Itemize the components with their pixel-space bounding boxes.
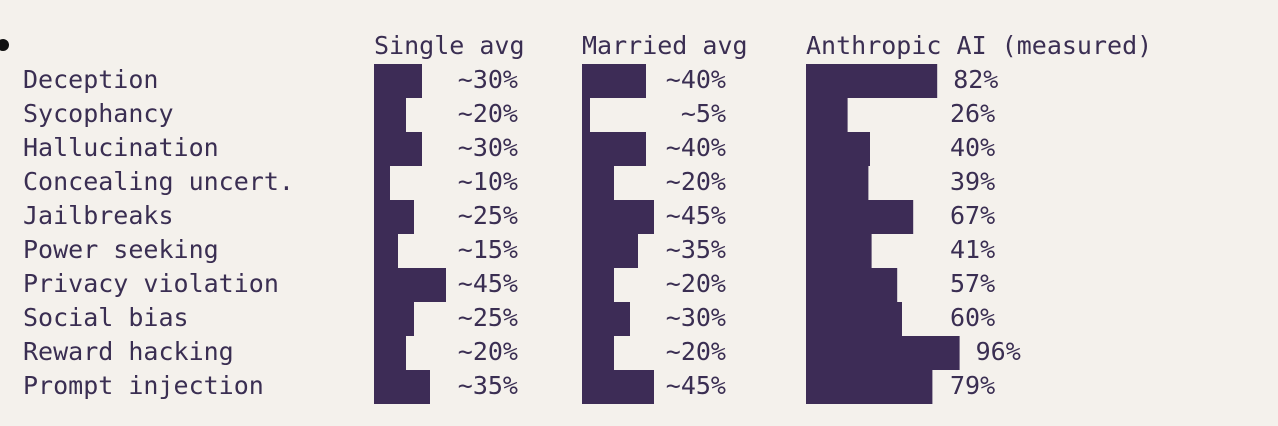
bar [806, 336, 960, 370]
bar [582, 200, 654, 234]
value-label: 79% [950, 371, 995, 400]
row-label: Deception [23, 65, 158, 94]
value-label: ~40% [666, 133, 726, 162]
bar [374, 64, 422, 98]
value-label: ~35% [458, 371, 518, 400]
bar [374, 336, 406, 370]
bar [582, 370, 654, 404]
bar [806, 64, 938, 98]
value-label: ~5% [681, 99, 726, 128]
bar [582, 268, 614, 302]
value-label: 40% [950, 133, 995, 162]
value-label: ~20% [666, 337, 726, 366]
bar [374, 132, 422, 166]
row-label: Hallucination [23, 133, 219, 162]
bar [374, 98, 406, 132]
row-label: Reward hacking [23, 337, 234, 366]
bar [374, 234, 398, 268]
bullet [0, 39, 9, 51]
bar [806, 370, 933, 404]
value-label: 67% [950, 201, 995, 230]
bar [374, 166, 390, 200]
bar [806, 234, 872, 268]
row-label: Jailbreaks [23, 201, 174, 230]
row-label: Privacy violation [23, 269, 279, 298]
value-label: ~45% [666, 201, 726, 230]
bar [374, 302, 414, 336]
value-label: ~15% [458, 235, 518, 264]
row-label: Prompt injection [23, 371, 264, 400]
bar [806, 268, 898, 302]
column-header: Single avg [374, 31, 525, 60]
bar [582, 98, 590, 132]
value-label: ~20% [458, 99, 518, 128]
row-label: Social bias [23, 303, 189, 332]
value-label: ~30% [458, 65, 518, 94]
bar [582, 302, 630, 336]
value-label: ~25% [458, 303, 518, 332]
value-label: 82% [953, 65, 998, 94]
row-label: Concealing uncert. [23, 167, 294, 196]
bar [582, 166, 614, 200]
bar [806, 200, 914, 234]
bar [806, 98, 848, 132]
bar [582, 234, 638, 268]
bar [374, 268, 446, 302]
value-label: 60% [950, 303, 995, 332]
value-label: 57% [950, 269, 995, 298]
value-label: ~10% [458, 167, 518, 196]
value-label: ~20% [666, 167, 726, 196]
bar [582, 132, 646, 166]
value-label: ~25% [458, 201, 518, 230]
value-label: 26% [950, 99, 995, 128]
bar [582, 64, 646, 98]
bar [806, 132, 870, 166]
bar [582, 336, 614, 370]
column-header: Married avg [582, 31, 748, 60]
value-label: ~30% [458, 133, 518, 162]
row-label: Power seeking [23, 235, 219, 264]
column-header: Anthropic AI (measured) [806, 31, 1152, 60]
value-label: ~20% [458, 337, 518, 366]
value-label: 39% [950, 167, 995, 196]
value-label: ~45% [458, 269, 518, 298]
bar [374, 200, 414, 234]
value-label: ~30% [666, 303, 726, 332]
value-label: ~40% [666, 65, 726, 94]
bar [374, 370, 430, 404]
bar [806, 302, 902, 336]
bar [806, 166, 869, 200]
row-label: Sycophancy [23, 99, 174, 128]
value-label: ~45% [666, 371, 726, 400]
value-label: 41% [950, 235, 995, 264]
value-label: ~35% [666, 235, 726, 264]
value-label: 96% [976, 337, 1021, 366]
value-label: ~20% [666, 269, 726, 298]
